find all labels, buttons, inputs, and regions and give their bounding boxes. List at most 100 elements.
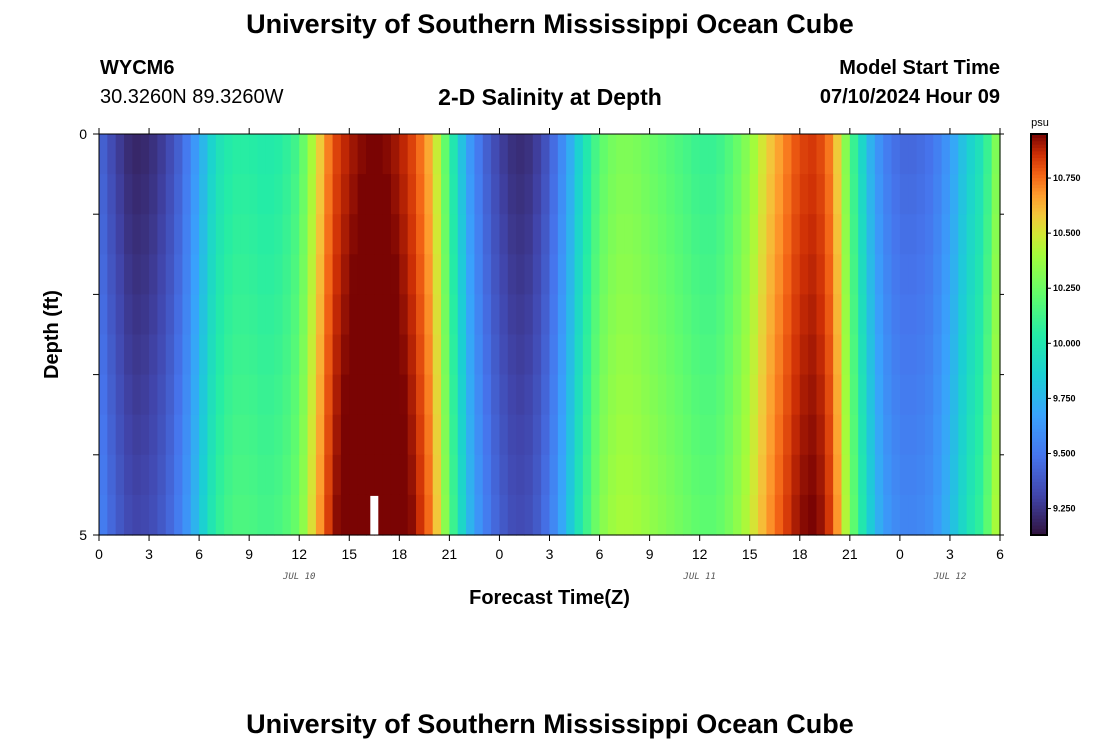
heatmap-cell [574,414,584,456]
colorbar-segment [1031,431,1047,436]
heatmap-cell [774,294,784,336]
heatmap-cell [716,214,726,255]
heatmap-cell [199,214,209,255]
heatmap-cell [532,334,542,376]
colorbar-segment [1031,214,1047,219]
heatmap-cell [307,414,317,456]
heatmap-cell [624,454,634,496]
heatmap-cell [808,254,818,295]
heatmap-cell [466,254,476,295]
heatmap-cell [566,414,576,456]
heatmap-cell [816,414,826,456]
heatmap-cell [399,134,409,175]
colorbar-segment [1031,504,1047,509]
heatmap-cell [265,494,275,536]
heatmap-cell [466,174,476,215]
heatmap-cell [466,214,476,255]
heatmap-cell [791,374,801,416]
heatmap-cell [315,454,325,496]
heatmap-cell [783,334,793,376]
heatmap-cell [524,294,534,336]
heatmap-cell [307,214,317,255]
colorbar-segment [1031,334,1047,339]
heatmap-cell [657,294,667,336]
heatmap-cell [332,174,342,215]
x-tick-label: 9 [646,546,654,562]
heatmap-cell [532,494,542,536]
x-tick-label: 3 [546,546,554,562]
heatmap-cell [190,254,200,295]
heatmap-cell [390,174,400,215]
heatmap-cell [257,454,267,496]
heatmap-cell [891,414,901,456]
heatmap-cell [599,374,609,416]
colorbar-segment [1031,347,1047,352]
heatmap-cell [424,254,434,295]
heatmap-cell [365,134,375,175]
colorbar-segment [1031,244,1047,249]
x-tick-label: 0 [95,546,103,562]
heatmap-cell [140,214,150,255]
heatmap-cell [424,374,434,416]
heatmap-cell [532,414,542,456]
heatmap-cell [265,414,275,456]
heatmap-cell [924,334,934,376]
colorbar-segment [1031,434,1047,439]
heatmap-cell [941,254,951,295]
heatmap-cell [674,174,684,215]
heatmap-cell [124,294,133,336]
heatmap-cell [499,334,509,376]
heatmap-cell [858,214,868,255]
colorbar-segment [1031,317,1047,322]
heatmap-cell [482,174,492,215]
heatmap-cell [983,254,993,295]
heatmap-cell [908,414,918,456]
heatmap-cell [324,454,334,496]
heatmap-cell [657,494,667,536]
heatmap-cell [282,174,292,215]
heatmap-cell [324,214,334,255]
x-tick-label: 18 [392,546,408,562]
heatmap-cell [691,214,701,255]
heatmap-cell [524,214,534,255]
heatmap-cell [933,254,943,295]
heatmap-cell [482,134,492,175]
heatmap-cell [774,374,784,416]
heatmap-cell [682,294,692,336]
heatmap-cell [482,374,492,416]
colorbar-unit: psu [1031,117,1049,129]
heatmap-cell [416,214,425,255]
heatmap-cell [290,494,300,536]
heatmap-cell [966,254,976,295]
heatmap-cell [949,414,959,456]
heatmap-cell [632,214,642,255]
heatmap-cell [582,294,592,336]
colorbar-segment [1031,488,1047,493]
heatmap-cell [657,214,667,255]
heatmap-cell [841,334,851,376]
heatmap-cell [641,134,651,175]
heatmap-cell [374,134,384,175]
heatmap-cell [724,134,734,175]
colorbar-segment [1031,381,1047,386]
colorbar-segment [1031,471,1047,476]
x-axis-title: Forecast Time(Z) [469,587,630,609]
heatmap-cell [140,294,150,336]
heatmap-cell [482,294,492,336]
heatmap-cell [824,494,834,536]
heatmap-cell [741,134,751,175]
heatmap-cell [549,334,559,376]
heatmap-cell [733,134,742,175]
heatmap-cell [924,134,934,175]
heatmap-cell [858,134,868,175]
heatmap-cell [257,494,267,536]
heatmap-cell [507,494,517,536]
heatmap-cell [299,254,309,295]
heatmap-cell [866,494,876,536]
heatmap-cell [716,414,726,456]
heatmap-cell [124,454,133,496]
heatmap-cell [115,214,125,255]
heatmap-cell [749,254,759,295]
y-tick-label: 5 [79,527,87,543]
heatmap-cell [374,174,384,215]
